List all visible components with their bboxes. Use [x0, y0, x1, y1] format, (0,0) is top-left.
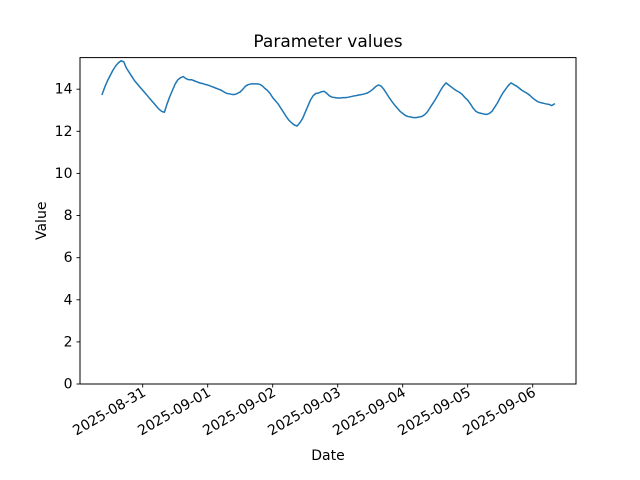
- y-axis-ticks: 0 2 4 6 8 10 12 14: [55, 82, 80, 392]
- y-tick-label: 4: [64, 292, 73, 308]
- x-tick-label: 2025-08-31: [70, 385, 148, 440]
- x-tick-label: 2025-09-03: [265, 385, 343, 440]
- plot-border: [79, 57, 577, 385]
- x-axis-ticks: 2025-08-312025-09-012025-09-022025-09-03…: [70, 384, 539, 439]
- y-axis-label: Value: [34, 202, 50, 240]
- x-tick-label: 2025-09-02: [200, 385, 278, 440]
- y-tick-label: 14: [55, 82, 73, 98]
- x-tick-label: 2025-09-05: [395, 385, 473, 440]
- data-line: [101, 60, 556, 127]
- y-tick-label: 6: [64, 250, 73, 266]
- y-tick-label: 10: [55, 166, 73, 182]
- x-tick-label: 2025-09-04: [330, 385, 409, 440]
- x-tick-label: 2025-09-01: [135, 385, 213, 440]
- y-tick-label: 2: [64, 334, 73, 350]
- chart-title: Parameter values: [253, 32, 402, 52]
- y-tick-label: 8: [64, 208, 73, 224]
- x-tick-label: 2025-09-06: [460, 385, 539, 440]
- y-tick-label: 0: [64, 376, 73, 392]
- y-tick-label: 12: [55, 124, 73, 140]
- x-axis-label: Date: [311, 448, 344, 464]
